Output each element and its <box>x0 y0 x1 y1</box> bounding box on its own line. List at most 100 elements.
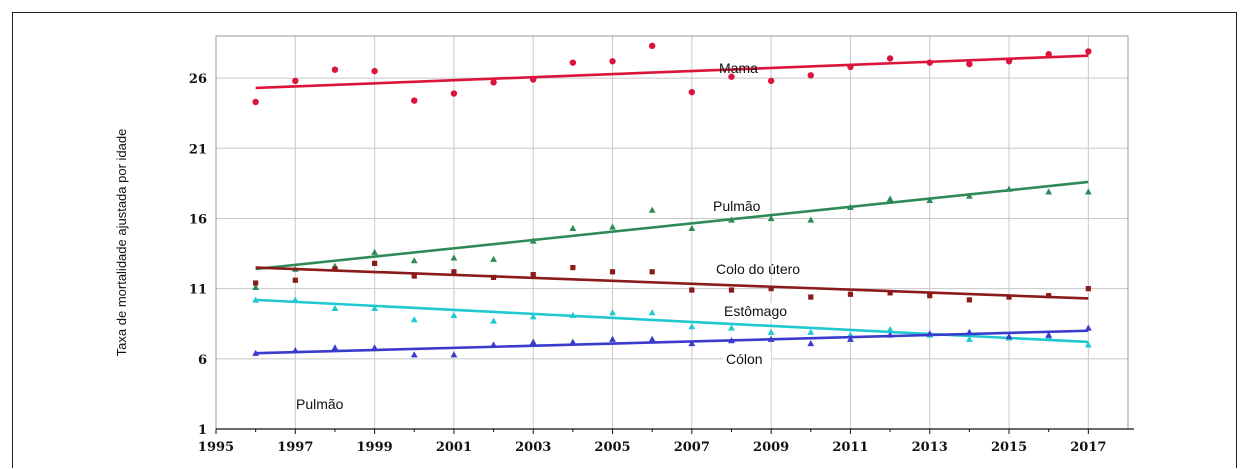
series-layer <box>252 42 1092 358</box>
data-point <box>886 195 894 202</box>
x-tick-label: 2017 <box>1070 440 1106 455</box>
data-point <box>847 203 854 210</box>
data-point <box>728 324 735 331</box>
data-point <box>331 344 339 351</box>
y-tick-label: 21 <box>189 142 207 157</box>
data-point <box>688 224 696 232</box>
data-point <box>490 317 497 324</box>
x-tick-label: 2007 <box>674 440 710 455</box>
trend-line <box>255 180 1089 271</box>
data-point <box>965 328 973 335</box>
grid <box>215 36 1128 429</box>
series-label: Cólon <box>726 351 763 367</box>
trend-line <box>255 298 1089 344</box>
data-point <box>648 309 656 316</box>
data-point <box>1084 188 1092 195</box>
data-point <box>609 309 616 316</box>
data-point <box>490 79 497 86</box>
data-point <box>252 283 260 290</box>
data-point <box>292 277 298 283</box>
data-point <box>372 260 378 266</box>
data-point <box>371 344 379 351</box>
x-tick-label: 2009 <box>753 440 789 455</box>
data-point <box>1005 185 1013 192</box>
data-point <box>1045 188 1053 195</box>
series-3 <box>252 296 1092 348</box>
data-point <box>1085 286 1091 292</box>
data-point <box>252 349 260 356</box>
data-point <box>529 313 537 320</box>
x-tick-label: 1997 <box>277 440 313 455</box>
data-point <box>569 311 577 319</box>
series-4 <box>252 324 1092 358</box>
data-point <box>926 330 934 337</box>
x-axis: 1995 1997 1999 2001 2003 2005 2007 2009 2011 2013… <box>198 428 1134 455</box>
data-point <box>847 63 854 71</box>
data-point <box>252 98 259 106</box>
data-point <box>1005 58 1013 65</box>
data-point <box>1046 293 1052 299</box>
y-tick-label: 6 <box>198 353 207 368</box>
data-point <box>649 269 655 275</box>
data-point <box>927 293 933 299</box>
data-point <box>767 335 775 342</box>
data-point <box>371 67 378 75</box>
x-tick-label: 2005 <box>594 440 630 455</box>
data-point <box>410 316 418 323</box>
figure-frame: 1995 1997 1999 2001 2003 2005 2007 2009 2011 2013… <box>12 12 1237 468</box>
data-point <box>965 335 973 342</box>
data-point <box>1084 341 1092 348</box>
data-point <box>569 224 577 232</box>
data-point <box>767 215 775 222</box>
series-2 <box>253 260 1091 303</box>
trend-line <box>255 54 1089 90</box>
data-point <box>490 255 497 262</box>
data-point <box>569 338 577 345</box>
data-point <box>1005 332 1013 340</box>
data-point <box>807 328 815 335</box>
data-point <box>965 192 973 199</box>
data-point <box>808 294 814 300</box>
plot-area-border <box>215 35 1129 430</box>
series-1 <box>252 180 1092 290</box>
x-tick-label: 2015 <box>991 440 1027 455</box>
chart: 1995 1997 1999 2001 2003 2005 2007 2009 2011 2013… <box>114 35 1134 455</box>
data-point <box>609 58 616 65</box>
x-tick-label: 2001 <box>436 440 472 455</box>
data-point <box>886 325 894 333</box>
data-point <box>807 216 815 223</box>
x-tick-label: 1999 <box>357 440 393 455</box>
series-label: Colo do útero <box>716 261 800 277</box>
trend-line <box>255 329 1089 355</box>
data-point <box>886 55 894 62</box>
annotation-label: Pulmão <box>296 396 344 412</box>
y-axis-label: Taxa de mortalidade ajustada por idade <box>114 129 129 357</box>
x-tick-label: 1995 <box>198 440 234 455</box>
data-point <box>609 335 616 342</box>
data-point <box>530 76 537 83</box>
data-point <box>569 59 577 66</box>
data-point <box>490 341 497 348</box>
data-point <box>648 42 656 50</box>
data-point <box>410 257 418 264</box>
data-point <box>291 296 299 303</box>
series-label: Estômago <box>724 303 787 319</box>
series-labels: Mama Pulmão Colo do útero Estômago Cólon <box>713 60 800 368</box>
data-point <box>807 72 814 79</box>
data-point <box>689 287 695 293</box>
data-point <box>371 304 379 312</box>
data-point <box>807 339 815 347</box>
data-point <box>767 328 775 335</box>
data-point <box>926 196 934 203</box>
x-tick-label: 2013 <box>912 440 948 455</box>
data-point <box>411 97 418 104</box>
data-point <box>648 206 656 213</box>
data-point <box>450 254 458 261</box>
data-point <box>451 269 457 275</box>
data-point <box>450 311 458 319</box>
data-point <box>728 337 735 344</box>
trend-line <box>255 266 1089 300</box>
data-point <box>450 351 458 358</box>
data-point <box>648 335 656 342</box>
